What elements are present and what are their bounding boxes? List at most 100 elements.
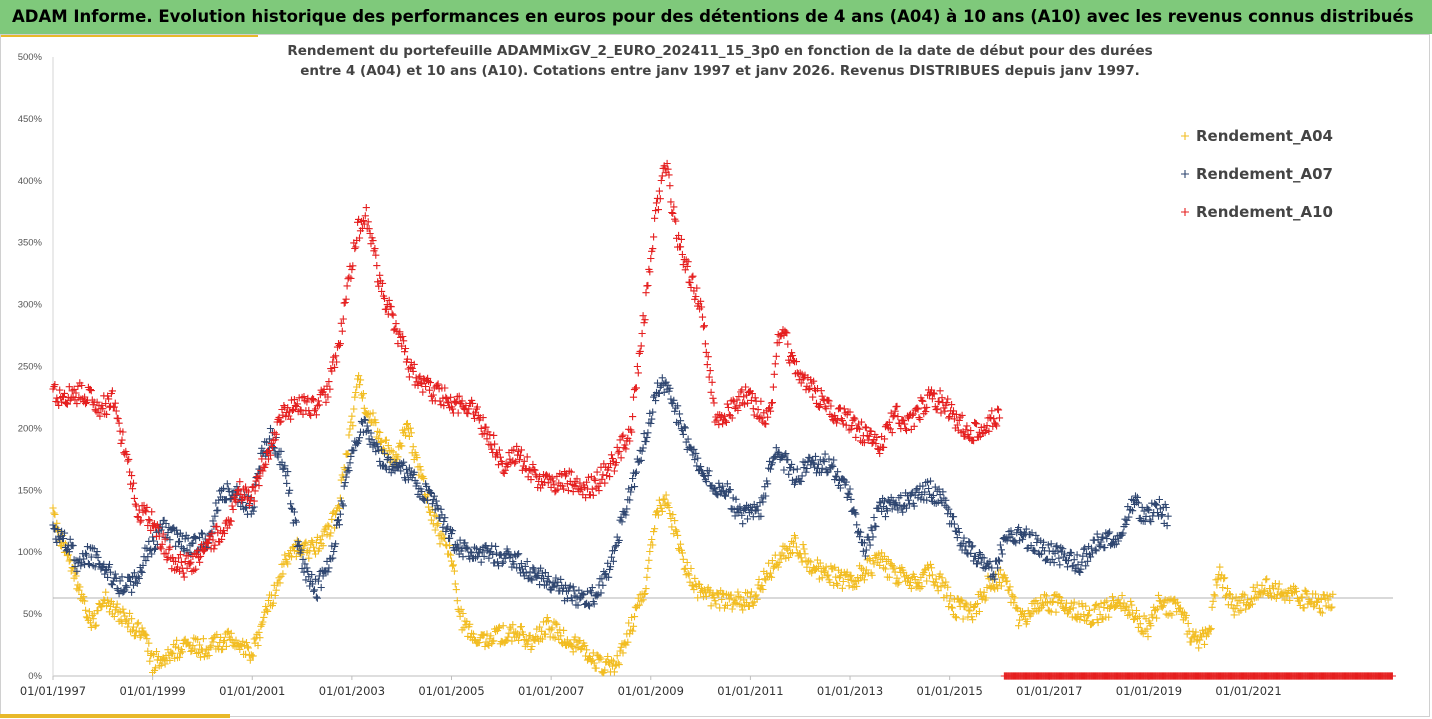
point-a04 <box>651 525 659 533</box>
point-a04 <box>696 580 704 589</box>
point-a07 <box>990 570 998 578</box>
point-a07 <box>286 486 294 494</box>
page-title: ADAM Informe. Evolution historique des p… <box>12 7 1414 26</box>
point-a10 <box>343 282 351 290</box>
point-a07 <box>832 472 840 480</box>
point-a07 <box>851 509 859 517</box>
point-a07 <box>862 546 870 554</box>
point-a07 <box>1164 512 1172 520</box>
point-a07 <box>477 558 485 566</box>
point-a04 <box>1108 593 1117 601</box>
legend-label: Rendement_A04 <box>1196 127 1333 145</box>
point-a04 <box>799 541 807 549</box>
point-a07 <box>784 456 792 464</box>
point-a07 <box>324 568 332 576</box>
point-a04 <box>654 511 662 519</box>
point-a07 <box>144 553 152 561</box>
point-a07 <box>413 479 421 487</box>
point-a07 <box>69 542 77 550</box>
point-a10 <box>986 413 994 422</box>
point-a07 <box>82 549 90 557</box>
point-a07 <box>692 449 700 457</box>
point-a10 <box>638 329 646 338</box>
point-a07 <box>334 516 343 524</box>
point-a10 <box>131 500 139 508</box>
point-a04 <box>1228 595 1236 603</box>
point-a07 <box>80 555 88 563</box>
point-a04 <box>644 564 652 572</box>
point-a04 <box>1055 592 1063 601</box>
point-a04 <box>416 463 424 471</box>
point-a07 <box>291 516 299 524</box>
point-a07 <box>894 506 902 514</box>
point-a07 <box>330 547 338 556</box>
point-a07 <box>489 550 497 559</box>
point-a10 <box>630 386 639 394</box>
point-a07 <box>836 484 844 492</box>
x-tick-label: 01/01/2013 <box>817 684 883 698</box>
point-a04 <box>292 552 300 561</box>
point-a04 <box>639 596 647 604</box>
point-a07 <box>774 448 782 456</box>
point-a04 <box>678 549 686 557</box>
point-a07 <box>568 597 576 605</box>
point-a04 <box>801 550 809 558</box>
point-a04 <box>785 553 793 562</box>
point-a10 <box>114 415 122 423</box>
point-a04 <box>281 551 289 559</box>
point-a10 <box>707 388 715 396</box>
point-a10 <box>270 429 278 437</box>
point-a07 <box>679 430 687 438</box>
point-a04 <box>747 588 755 596</box>
point-a10 <box>689 272 697 280</box>
legend: Rendement_A04 Rendement_A07 Rendement_A10 <box>1181 127 1333 221</box>
point-a04 <box>1105 613 1113 621</box>
point-a04 <box>679 555 687 563</box>
point-a04 <box>1005 586 1013 594</box>
point-a07 <box>697 463 705 471</box>
point-a04 <box>80 593 88 601</box>
point-a07 <box>1023 544 1031 553</box>
point-a04 <box>1315 604 1323 612</box>
point-a10 <box>552 487 560 495</box>
x-tick-label: 01/01/2001 <box>219 684 285 698</box>
point-a07 <box>521 562 529 570</box>
point-a07 <box>214 506 222 514</box>
point-a10 <box>341 298 349 307</box>
point-a04 <box>384 442 392 450</box>
point-a07 <box>492 542 500 550</box>
point-a04 <box>144 647 152 655</box>
point-a04 <box>436 540 444 548</box>
point-a04 <box>433 521 441 529</box>
point-a07 <box>222 496 230 504</box>
point-a04 <box>966 607 974 615</box>
point-a04 <box>207 642 215 650</box>
point-a10 <box>345 273 353 281</box>
point-a04 <box>1329 590 1337 598</box>
point-a10 <box>988 407 996 415</box>
point-a07 <box>810 459 818 467</box>
point-a04 <box>826 578 834 586</box>
point-a04 <box>1168 611 1176 619</box>
point-a07 <box>585 602 594 610</box>
point-a07 <box>111 570 119 578</box>
point-a07 <box>211 512 219 520</box>
point-a04 <box>687 564 695 573</box>
point-a04 <box>933 582 941 590</box>
point-a07 <box>705 467 713 475</box>
point-a07 <box>510 560 518 568</box>
point-a07 <box>150 545 159 554</box>
point-a04 <box>1082 602 1090 610</box>
point-a10 <box>352 243 360 251</box>
point-a07 <box>514 551 522 559</box>
point-a07 <box>630 483 639 491</box>
point-a07 <box>309 580 317 588</box>
point-a10 <box>56 386 64 394</box>
point-a04 <box>684 570 692 578</box>
point-a04 <box>475 638 483 647</box>
y-tick-label: 200% <box>18 423 43 434</box>
point-a04 <box>169 649 177 657</box>
point-a04 <box>860 576 868 584</box>
point-a07 <box>820 458 828 466</box>
accent-bar-top <box>0 34 258 37</box>
